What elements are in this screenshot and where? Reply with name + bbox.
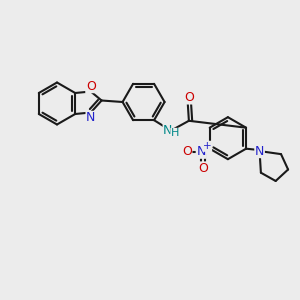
Text: O: O — [198, 162, 208, 175]
Text: O: O — [184, 91, 194, 104]
Text: O: O — [182, 145, 192, 158]
Text: H: H — [171, 128, 179, 138]
Text: N: N — [163, 124, 172, 137]
Text: N: N — [196, 145, 206, 158]
Text: O: O — [86, 80, 96, 93]
Text: N: N — [86, 111, 95, 124]
Text: N: N — [255, 145, 264, 158]
Text: +: + — [203, 141, 212, 151]
